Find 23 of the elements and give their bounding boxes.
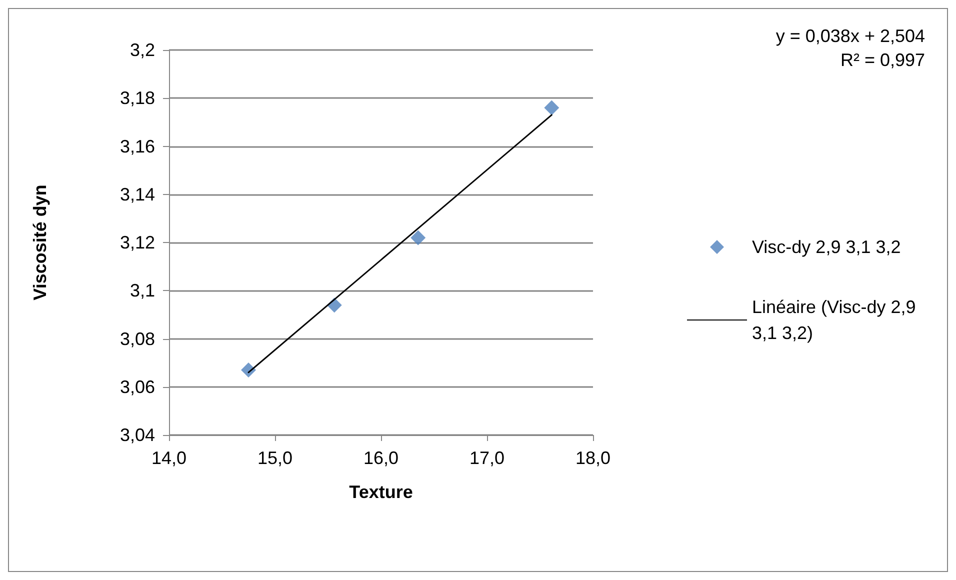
y-tick-label: 3,04	[120, 425, 155, 445]
point	[241, 362, 256, 378]
text: y = 0,038x + 2,504	[776, 26, 926, 46]
x-tick-label: 17,0	[469, 448, 505, 468]
point	[410, 230, 426, 246]
y-tick-label: 3,2	[130, 40, 155, 60]
y-tick-label: 3,14	[120, 184, 155, 204]
y-tick-label: 3,06	[120, 376, 155, 397]
legend-label: Visc-dy 2,9 3,1 3,2	[752, 237, 901, 257]
text: R² = 0,997	[840, 50, 926, 70]
x-tick-label: 15,0	[257, 448, 293, 468]
y-tick-label: 3,16	[120, 136, 155, 156]
x-tick-label: 16,0	[363, 448, 399, 468]
y-tick-label: 3,1	[130, 280, 155, 301]
y-tick-label: 3,12	[120, 232, 155, 252]
legend-label: Linéaire (Visc-dy 2,9 3,1 3,2)	[752, 297, 921, 343]
x-axis-title: Texture	[349, 482, 413, 502]
x-tick-label: 14,0	[151, 448, 187, 468]
point	[544, 100, 560, 116]
x-tick-label: 18,0	[575, 448, 611, 468]
y-tick-label: 3,18	[120, 88, 155, 108]
y-axis-title: Viscosité dyn	[30, 184, 50, 300]
y-tick-label: 3,08	[120, 328, 155, 349]
